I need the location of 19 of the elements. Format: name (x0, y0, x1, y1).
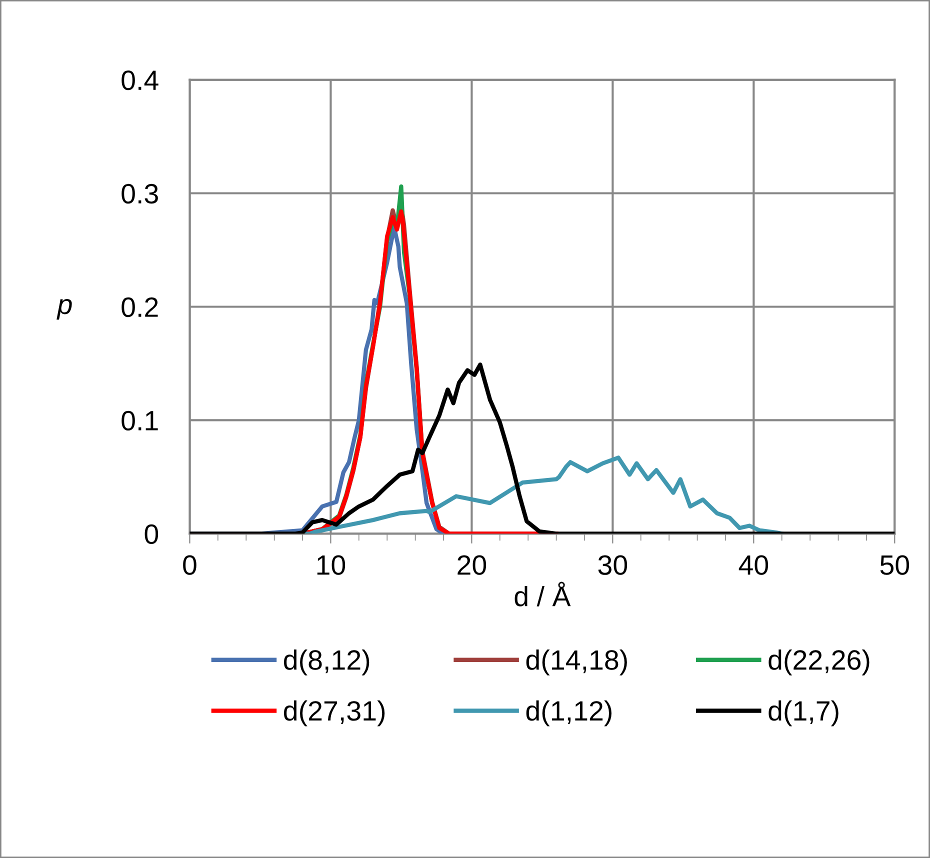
y-tick-label: 0.1 (122, 410, 158, 431)
x-tick-label: 0 (183, 555, 196, 575)
legend-label: d(22,26) (768, 649, 870, 676)
legend-label: d(14,18) (526, 649, 627, 676)
x-tick-label: 50 (880, 555, 910, 575)
legend-label: d(1,12) (526, 700, 612, 726)
legend-label: d(8,12) (284, 649, 370, 676)
x-axis-title: d / Å (514, 582, 571, 606)
x-tick-label: 30 (598, 555, 628, 575)
y-tick-label: 0 (144, 524, 158, 544)
x-tick-label: 40 (738, 555, 768, 575)
legend-label: d(1,7) (768, 700, 838, 726)
x-tick-label: 20 (458, 555, 486, 575)
legend-label: d(27,31) (284, 700, 385, 726)
y-axis-title: p (56, 298, 72, 320)
y-tick-label: 0.3 (122, 184, 158, 204)
y-tick-label: 0.4 (122, 70, 158, 90)
x-tick-label: 10 (317, 555, 346, 575)
y-tick-label: 0.2 (122, 297, 158, 318)
